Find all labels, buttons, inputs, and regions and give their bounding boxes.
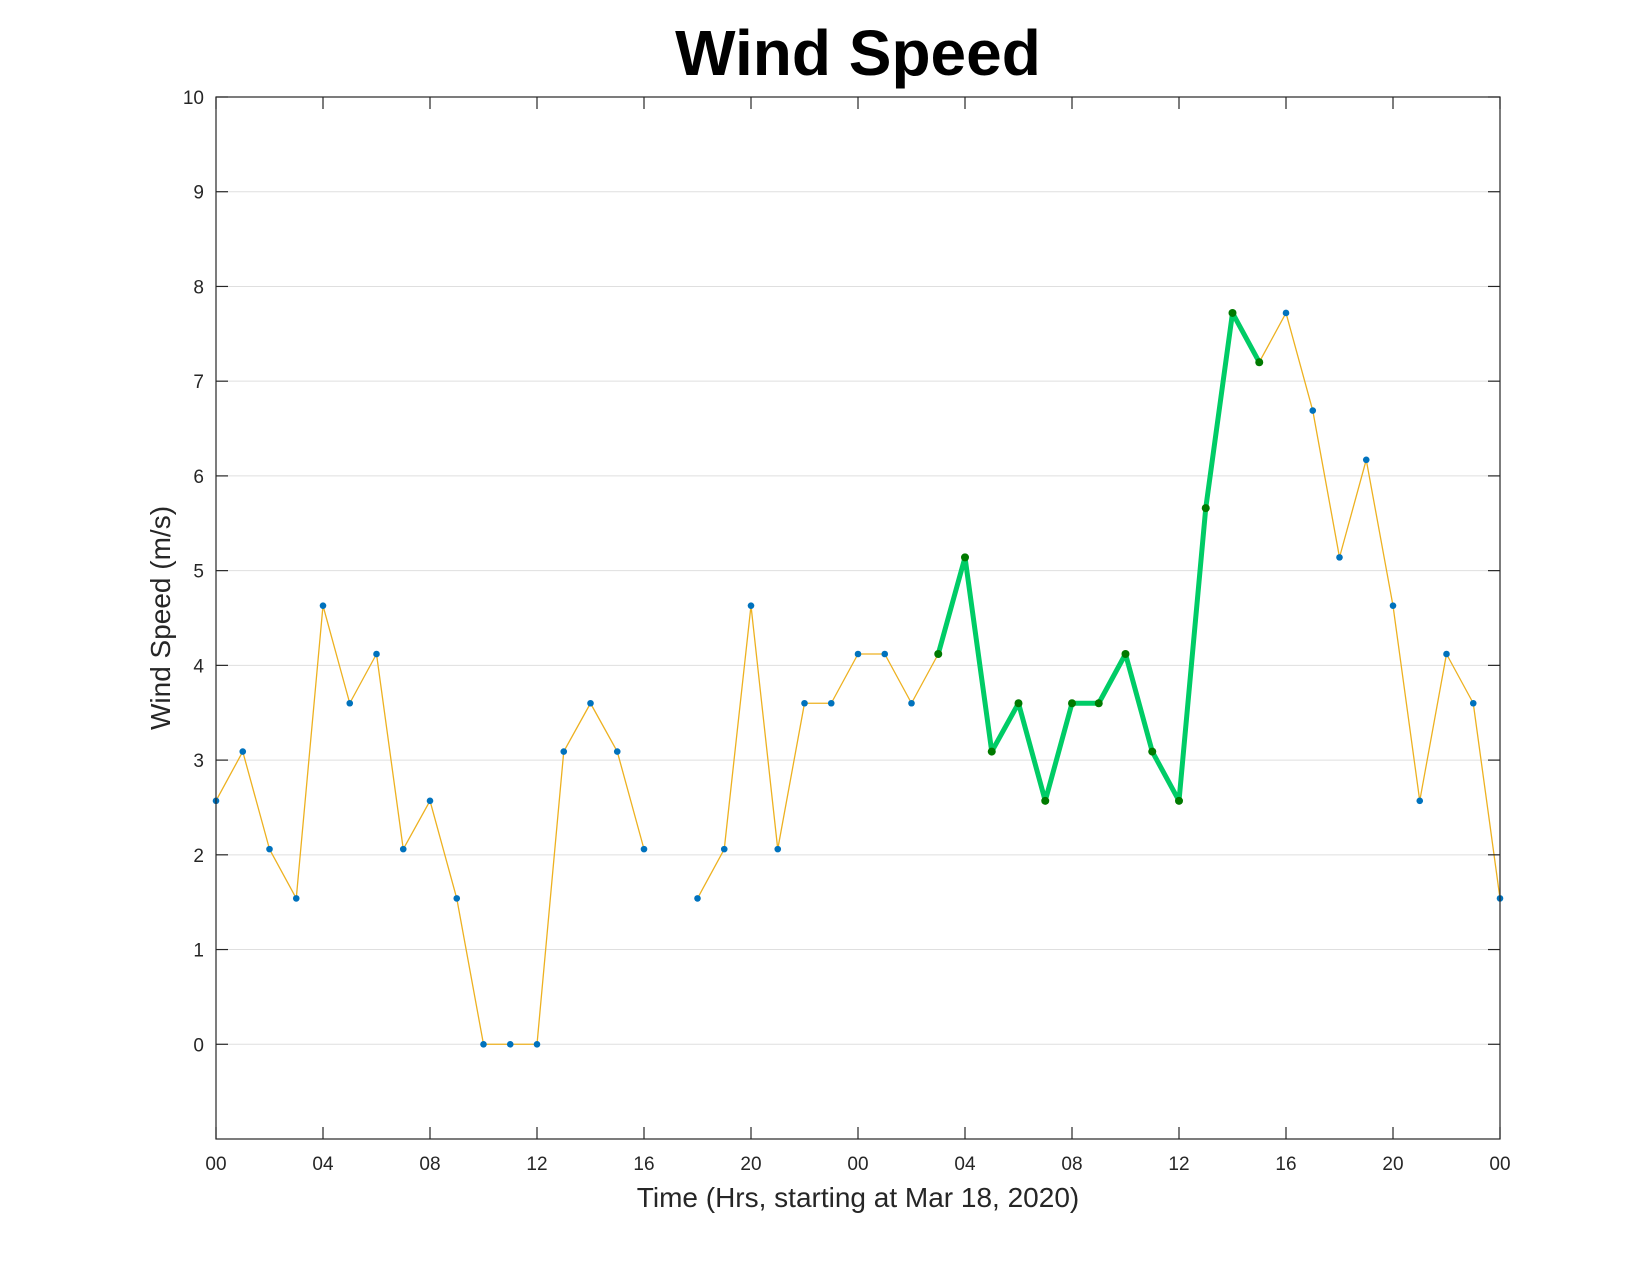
data-point-all-hours — [774, 845, 782, 853]
data-point-all-hours — [399, 845, 407, 853]
data-point-all-hours — [453, 895, 461, 902]
data-point-all-hours — [1362, 456, 1370, 464]
data-point-all-hours — [908, 699, 915, 707]
x-tick-label: 00 — [205, 1154, 226, 1175]
x-tick-label: 08 — [1061, 1154, 1082, 1175]
x-tick-label: 08 — [419, 1154, 440, 1175]
x-tick-label: 00 — [1489, 1154, 1510, 1175]
series-line-all-hours — [215, 312, 1501, 1045]
data-point-all-hours — [694, 895, 701, 902]
y-tick-label: 3 — [193, 751, 204, 772]
data-point-highlighted — [1014, 699, 1023, 708]
x-tick-label: 16 — [1275, 1154, 1296, 1175]
data-point-highlighted — [1255, 358, 1264, 367]
data-point-all-hours — [346, 699, 354, 707]
data-point-all-hours — [1443, 650, 1450, 658]
data-point-all-hours — [1389, 602, 1397, 609]
data-point-all-hours — [239, 748, 247, 755]
data-point-all-hours — [373, 650, 380, 658]
y-tick-label: 1 — [193, 941, 204, 962]
data-point-all-hours — [613, 748, 621, 755]
data-point-highlighted — [987, 747, 996, 756]
data-point-highlighted — [1175, 796, 1183, 805]
y-axis-label: Wind Speed (m/s) — [145, 506, 176, 730]
data-point-all-hours — [801, 699, 808, 707]
data-point-all-hours — [266, 845, 273, 853]
data-point-all-hours — [560, 748, 568, 755]
data-point-all-hours — [854, 650, 862, 658]
data-point-all-hours — [1309, 407, 1317, 414]
data-point-all-hours — [1469, 699, 1477, 707]
x-tick-label: 20 — [1382, 1154, 1403, 1175]
chart-title: Wind Speed — [675, 17, 1041, 89]
data-point-highlighted — [961, 553, 969, 562]
data-point-all-hours — [533, 1040, 541, 1048]
data-point-all-hours — [1416, 797, 1424, 805]
data-point-highlighted — [1228, 308, 1237, 317]
series-layer — [212, 308, 1504, 1048]
data-point-all-hours — [506, 1040, 514, 1048]
y-tick-label: 10 — [183, 88, 204, 109]
data-point-highlighted — [1068, 699, 1076, 708]
data-point-highlighted — [1041, 796, 1050, 805]
data-point-all-hours — [720, 845, 728, 853]
data-point-highlighted — [1094, 699, 1103, 708]
x-tick-label: 04 — [954, 1154, 976, 1175]
data-point-all-hours — [1282, 309, 1290, 317]
plot-frame — [215, 96, 1501, 1140]
data-point-all-hours — [480, 1040, 487, 1048]
data-point-all-hours — [1336, 554, 1343, 561]
data-point-all-hours — [426, 797, 434, 805]
y-tick-label: 7 — [193, 372, 204, 393]
x-tick-label: 04 — [312, 1154, 334, 1175]
data-point-all-hours — [881, 650, 889, 658]
gridlines — [216, 96, 1500, 1045]
data-point-all-hours — [827, 699, 835, 707]
data-point-highlighted — [1148, 747, 1157, 756]
data-point-all-hours — [319, 602, 327, 609]
y-tick-label: 8 — [193, 277, 204, 298]
data-point-all-hours — [587, 699, 594, 707]
y-tick-label: 9 — [193, 183, 204, 204]
x-tick-label: 12 — [526, 1154, 547, 1175]
x-axis-label: Time (Hrs, starting at Mar 18, 2020) — [637, 1182, 1079, 1213]
series-line-highlighted — [935, 310, 1262, 804]
data-point-highlighted — [1121, 649, 1130, 658]
data-point-all-hours — [747, 602, 755, 609]
y-tick-label: 4 — [193, 656, 204, 677]
data-point-all-hours — [640, 845, 648, 853]
x-tick-label: 16 — [633, 1154, 654, 1175]
y-tick-label: 6 — [193, 467, 204, 488]
y-tick-label: 2 — [193, 846, 204, 867]
data-point-highlighted — [1201, 504, 1210, 513]
data-point-highlighted — [934, 649, 943, 658]
x-tick-label: 20 — [740, 1154, 761, 1175]
y-tick-label: 5 — [193, 562, 204, 583]
data-point-all-hours — [292, 895, 300, 902]
x-tick-label: 12 — [1168, 1154, 1189, 1175]
y-tick-label: 0 — [193, 1035, 204, 1056]
x-tick-label: 00 — [847, 1154, 868, 1175]
